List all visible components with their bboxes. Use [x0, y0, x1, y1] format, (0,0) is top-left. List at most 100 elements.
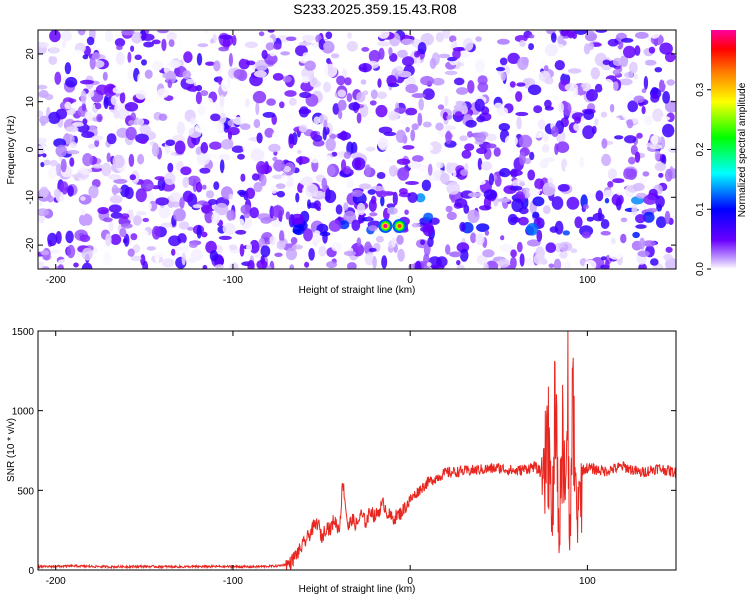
heatmap-cell [205, 97, 214, 112]
y-tick-label: 1500 [12, 327, 35, 338]
heatmap-cells [38, 30, 676, 269]
heatmap-cell [346, 177, 354, 189]
heatmap-cell [519, 39, 526, 47]
heatmap-cell [80, 90, 87, 104]
heatmap-cell [299, 91, 312, 99]
heatmap-cell [590, 67, 600, 80]
heatmap-cell [112, 86, 125, 94]
heatmap-cell [55, 231, 62, 244]
heatmap-cell [663, 253, 673, 261]
heatmap-cell [298, 106, 310, 118]
heatmap-cell [49, 159, 58, 167]
snr-series-line [38, 331, 676, 570]
heatmap-cell [95, 84, 109, 96]
heatmap-cell [201, 184, 207, 190]
heatmap-cell [438, 53, 451, 59]
heatmap-cell [92, 163, 103, 169]
heatmap-cell [424, 97, 435, 107]
heatmap-cell [437, 104, 445, 110]
heatmap-cell [92, 52, 101, 60]
heatmap-cell [524, 158, 531, 165]
heatmap-cell [80, 196, 86, 202]
heatmap-cell [414, 51, 420, 58]
heatmap-cell [38, 214, 45, 224]
heatmap-cell [662, 123, 675, 138]
heatmap-cell [392, 191, 398, 206]
heatmap-cell [399, 264, 409, 269]
heatmap-cell [139, 124, 151, 135]
heatmap-cell [103, 217, 113, 223]
heatmap-cell [661, 154, 667, 166]
y-tick-label: 0 [25, 146, 36, 152]
heatmap-cell [399, 188, 408, 195]
heatmap-cell [452, 49, 461, 60]
heatmap-cell [222, 222, 236, 235]
heatmap-cell [282, 75, 292, 83]
heatmap-cell [253, 118, 261, 129]
heatmap-cell [488, 173, 494, 186]
heatmap-cell [435, 32, 444, 43]
heatmap-cell [428, 141, 442, 155]
heatmap-cell [467, 80, 475, 94]
heatmap-cell [386, 203, 396, 209]
heatmap-cell [227, 131, 233, 140]
colorbar-gradient [711, 30, 736, 269]
heatmap-cell [174, 140, 186, 155]
heatmap-cell [397, 49, 408, 58]
heatmap-cell [95, 102, 102, 110]
heatmap-cell [328, 220, 342, 232]
heatmap-cell [454, 111, 463, 119]
heatmap-cell [583, 109, 595, 121]
figure-title: S233.2025.359.15.43.R08 [293, 1, 457, 17]
heatmap-cell [625, 93, 635, 101]
heatmap-cell [378, 137, 389, 151]
heatmap-cell [186, 85, 199, 92]
heatmap-cell [39, 186, 49, 198]
heatmap-cell [239, 243, 245, 257]
heatmap-cell [218, 46, 230, 52]
heatmap-cell [467, 131, 473, 138]
heatmap-cell [181, 252, 186, 266]
heatmap-cell [65, 126, 79, 133]
heatmap-cell [78, 213, 93, 227]
heatmap-cell [614, 117, 621, 122]
heatmap-cell [162, 72, 175, 79]
heatmap-cell [459, 135, 468, 142]
heatmap-cell [388, 47, 393, 56]
heatmap-cell [137, 73, 142, 85]
heatmap-cell [136, 118, 145, 126]
heatmap-cell [445, 244, 451, 255]
heatmap-cell [369, 212, 378, 217]
heatmap-cell [237, 218, 245, 226]
heatmap-cell [153, 252, 165, 258]
heatmap-cell [420, 143, 434, 152]
heatmap-cell [543, 205, 551, 215]
heatmap-cell [237, 189, 247, 196]
heatmap-cell [38, 84, 48, 90]
heatmap-cell [581, 231, 591, 239]
heatmap-cell [604, 259, 610, 269]
colorbar-tick-label: 0.1 [695, 202, 706, 216]
heatmap-cell [323, 155, 333, 165]
heatmap-cell [586, 216, 594, 222]
heatmap-cell [470, 232, 477, 244]
heatmap-y-axis-label: Frequency (Hz) [6, 116, 17, 185]
heatmap-cell [516, 241, 523, 253]
heatmap-cell [77, 30, 86, 36]
heatmap-cell [375, 104, 388, 118]
heatmap-cell [662, 91, 670, 104]
heatmap-cell [479, 205, 492, 211]
heatmap-cell [510, 249, 517, 258]
heatmap-cell [427, 236, 434, 248]
heatmap-cell [612, 178, 625, 184]
heatmap-cell [39, 115, 50, 125]
heatmap-cell [356, 112, 362, 124]
heatmap-cell [313, 116, 321, 125]
heatmap-cell [500, 235, 505, 241]
colorbar-tick-label: 0.2 [695, 142, 706, 156]
heatmap-cell [602, 97, 609, 104]
heatmap-cell [497, 38, 510, 45]
heatmap-cell [446, 162, 452, 170]
heatmap-cell [358, 62, 372, 73]
heatmap-cell [161, 38, 167, 52]
